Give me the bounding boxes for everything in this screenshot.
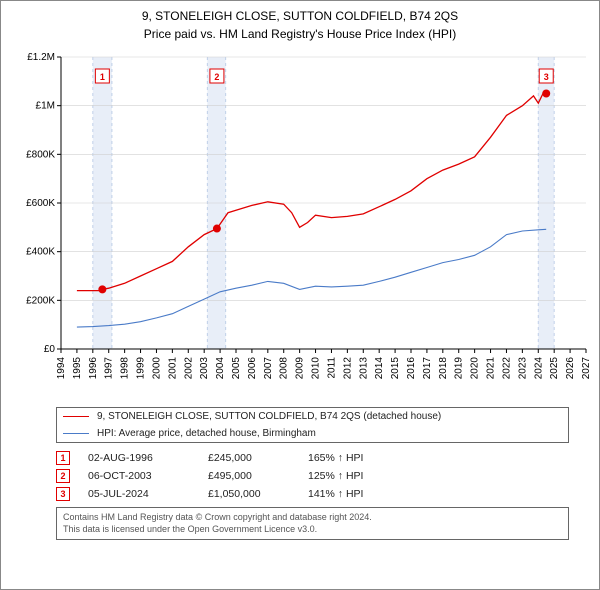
chart-title-address: 9, STONELEIGH CLOSE, SUTTON COLDFIELD, B… bbox=[1, 9, 599, 23]
svg-text:£400K: £400K bbox=[26, 247, 55, 258]
svg-text:2001: 2001 bbox=[167, 357, 178, 380]
sale-hpi-pct: 141% ↑ HPI bbox=[308, 488, 408, 500]
svg-text:2002: 2002 bbox=[183, 357, 194, 380]
svg-text:2026: 2026 bbox=[565, 357, 576, 380]
svg-text:1998: 1998 bbox=[120, 357, 131, 380]
svg-text:2016: 2016 bbox=[406, 357, 417, 380]
legend-label: HPI: Average price, detached house, Birm… bbox=[97, 428, 316, 439]
legend-swatch-hpi bbox=[63, 433, 89, 434]
chart-subtitle: Price paid vs. HM Land Registry's House … bbox=[1, 27, 599, 41]
sale-price: £495,000 bbox=[208, 470, 308, 482]
svg-text:2000: 2000 bbox=[151, 357, 162, 380]
price-chart: £0 £200K £400K £600K £800K £1M £1.2M 1994 1995 19… bbox=[11, 47, 591, 399]
svg-text:2003: 2003 bbox=[199, 357, 210, 380]
svg-text:2021: 2021 bbox=[486, 357, 497, 380]
svg-text:2014: 2014 bbox=[374, 357, 385, 380]
svg-text:2: 2 bbox=[214, 72, 219, 82]
svg-text:2010: 2010 bbox=[311, 357, 322, 380]
sale-hpi-pct: 165% ↑ HPI bbox=[308, 452, 408, 464]
svg-text:£200K: £200K bbox=[26, 295, 55, 306]
svg-text:£800K: £800K bbox=[26, 149, 55, 160]
legend-item-hpi: HPI: Average price, detached house, Birm… bbox=[57, 425, 568, 442]
sale-price: £1,050,000 bbox=[208, 488, 308, 500]
legend-label: 9, STONELEIGH CLOSE, SUTTON COLDFIELD, B… bbox=[97, 411, 441, 422]
sale-row: 2 06-OCT-2003 £495,000 125% ↑ HPI bbox=[56, 469, 569, 483]
svg-text:£1M: £1M bbox=[36, 101, 55, 112]
svg-text:3: 3 bbox=[544, 72, 549, 82]
sales-table: 1 02-AUG-1996 £245,000 165% ↑ HPI 2 06-O… bbox=[56, 451, 569, 501]
legend-item-property: 9, STONELEIGH CLOSE, SUTTON COLDFIELD, B… bbox=[57, 408, 568, 425]
chart-area: £0 £200K £400K £600K £800K £1M £1.2M 1994 1995 19… bbox=[11, 47, 589, 399]
sale-badge: 2 bbox=[56, 469, 70, 483]
svg-text:2018: 2018 bbox=[438, 357, 449, 380]
svg-text:£0: £0 bbox=[44, 344, 56, 355]
svg-text:2015: 2015 bbox=[390, 357, 401, 380]
svg-text:2004: 2004 bbox=[215, 357, 226, 380]
svg-text:2022: 2022 bbox=[501, 357, 512, 380]
attribution-line: This data is licensed under the Open Gov… bbox=[63, 524, 562, 536]
sale-badge: 1 bbox=[56, 451, 70, 465]
sale-row: 1 02-AUG-1996 £245,000 165% ↑ HPI bbox=[56, 451, 569, 465]
svg-text:1: 1 bbox=[100, 72, 105, 82]
sale-hpi-pct: 125% ↑ HPI bbox=[308, 470, 408, 482]
svg-text:2025: 2025 bbox=[549, 357, 560, 380]
svg-text:2006: 2006 bbox=[247, 357, 258, 380]
legend: 9, STONELEIGH CLOSE, SUTTON COLDFIELD, B… bbox=[56, 407, 569, 443]
svg-text:2007: 2007 bbox=[263, 357, 274, 380]
svg-text:1996: 1996 bbox=[88, 357, 99, 380]
svg-text:2019: 2019 bbox=[454, 357, 465, 380]
sale-price: £245,000 bbox=[208, 452, 308, 464]
sale-badge: 3 bbox=[56, 487, 70, 501]
sale-date: 06-OCT-2003 bbox=[88, 470, 208, 482]
sale-date: 02-AUG-1996 bbox=[88, 452, 208, 464]
svg-text:1999: 1999 bbox=[136, 357, 147, 380]
svg-text:2011: 2011 bbox=[326, 357, 337, 379]
svg-text:£600K: £600K bbox=[26, 198, 55, 209]
chart-container: 9, STONELEIGH CLOSE, SUTTON COLDFIELD, B… bbox=[0, 0, 600, 590]
svg-text:2023: 2023 bbox=[517, 357, 528, 380]
svg-text:2012: 2012 bbox=[342, 357, 353, 380]
svg-text:2027: 2027 bbox=[581, 357, 591, 380]
svg-text:2020: 2020 bbox=[470, 357, 481, 380]
data-attribution: Contains HM Land Registry data © Crown c… bbox=[56, 507, 569, 540]
svg-text:2008: 2008 bbox=[279, 357, 290, 380]
svg-text:1994: 1994 bbox=[56, 357, 67, 380]
attribution-line: Contains HM Land Registry data © Crown c… bbox=[63, 512, 562, 524]
svg-text:2009: 2009 bbox=[295, 357, 306, 380]
svg-text:2005: 2005 bbox=[231, 357, 242, 380]
svg-text:1997: 1997 bbox=[104, 357, 115, 380]
svg-text:2024: 2024 bbox=[533, 357, 544, 380]
svg-text:2017: 2017 bbox=[422, 357, 433, 380]
svg-text:£1.2M: £1.2M bbox=[27, 52, 55, 63]
svg-text:1995: 1995 bbox=[72, 357, 83, 380]
svg-text:2013: 2013 bbox=[358, 357, 369, 380]
legend-swatch-property bbox=[63, 416, 89, 417]
sale-row: 3 05-JUL-2024 £1,050,000 141% ↑ HPI bbox=[56, 487, 569, 501]
sale-date: 05-JUL-2024 bbox=[88, 488, 208, 500]
